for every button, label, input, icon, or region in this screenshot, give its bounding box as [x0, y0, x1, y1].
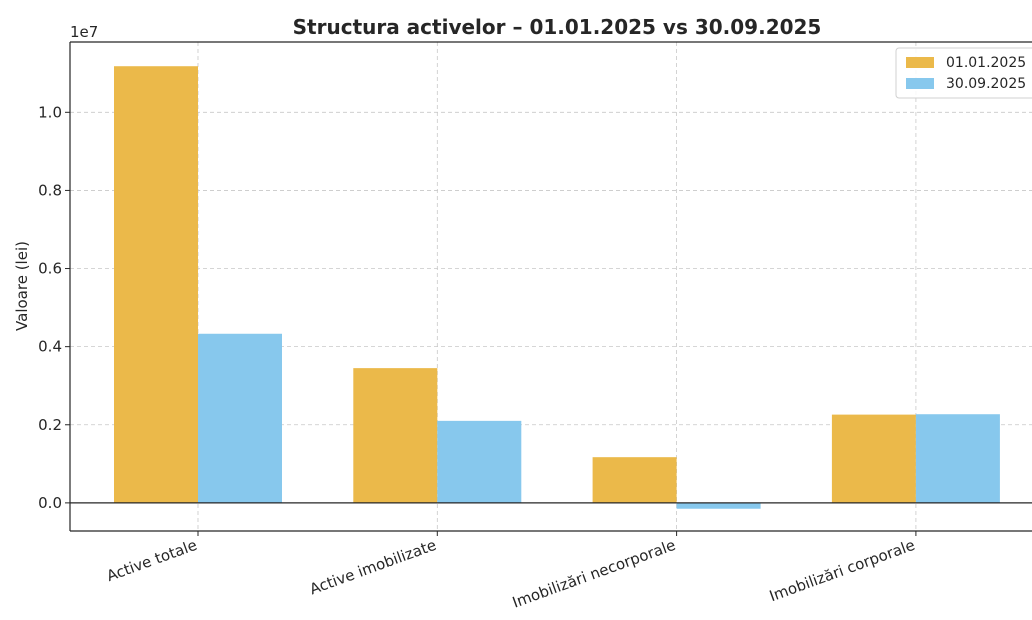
bar [831, 414, 916, 503]
bar [353, 368, 438, 503]
legend: 01.01.2025 30.09.2025 [895, 47, 1032, 99]
bar [198, 333, 282, 503]
y-tick-label: 0.2 [38, 416, 62, 434]
bar [437, 420, 522, 503]
bar [915, 414, 1000, 503]
bars [114, 66, 1000, 509]
legend-label: 30.09.2025 [946, 76, 1026, 92]
x-tick-label: Imobilizări necorporale [510, 536, 678, 612]
y-tick-label: 0.8 [38, 181, 62, 199]
y-axis-offset-label: 1e7 [70, 23, 98, 41]
axes [65, 41, 1032, 536]
x-tick-label: Imobilizări corporale [767, 536, 917, 605]
bar [592, 457, 677, 503]
bar [114, 66, 198, 503]
y-tick-label: 0.0 [38, 494, 62, 512]
y-tick-label: 1.0 [38, 103, 62, 121]
legend-swatch [906, 78, 934, 89]
x-tick-label: Active totale [104, 536, 199, 585]
bar [676, 502, 761, 509]
y-tick-label: 0.4 [38, 338, 62, 356]
legend-label: 01.01.2025 [946, 55, 1026, 71]
y-tick-label: 0.6 [38, 260, 62, 278]
legend-swatch [906, 57, 934, 68]
x-tick-label: Active imobilizate [307, 536, 438, 599]
y-axis-label: Valoare (lei) [13, 241, 31, 331]
chart-title: Structura activelor – 01.01.2025 vs 30.0… [293, 15, 822, 39]
